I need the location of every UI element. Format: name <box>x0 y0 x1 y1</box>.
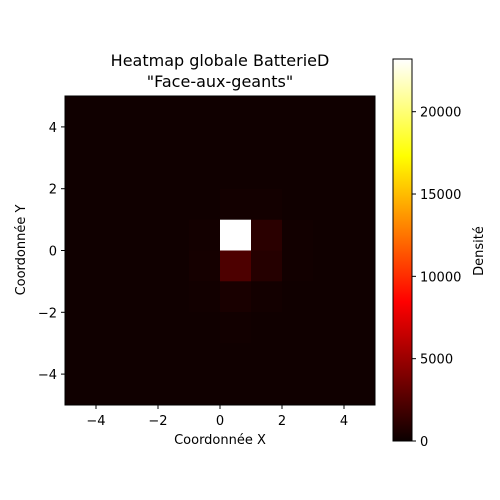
y-tick-label: −4 <box>38 368 57 383</box>
heatmap-cell <box>220 188 251 220</box>
y-axis-ticks: −4 −2 0 2 4 <box>38 121 65 383</box>
chart-title-line-1: Heatmap globale BatterieD <box>111 51 330 70</box>
heatmap-cell <box>220 312 251 344</box>
x-tick-label: 4 <box>340 414 348 429</box>
colorbar-tick-label: 0 <box>420 435 428 450</box>
x-tick-label: 0 <box>216 414 224 429</box>
colorbar-tick-label: 10000 <box>420 270 461 285</box>
heatmap-cell <box>220 250 251 282</box>
heatmap-cell <box>282 250 313 282</box>
x-tick-label: 2 <box>278 414 286 429</box>
colorbar-ticks: 0 5000 10000 15000 20000 <box>412 106 461 450</box>
heatmap-cells <box>189 188 313 344</box>
colorbar-tick-label: 5000 <box>420 353 453 368</box>
colorbar-tick-label: 15000 <box>420 188 461 203</box>
heatmap-cell <box>251 219 282 251</box>
y-axis-label: Coordonnée Y <box>14 205 29 296</box>
heatmap-cell <box>189 281 220 313</box>
heatmap-cell <box>220 219 251 251</box>
chart-title-line-2: "Face-aux-geants" <box>147 72 293 91</box>
heatmap-cell <box>220 281 251 313</box>
heatmap-cell <box>189 250 220 282</box>
y-tick-label: 2 <box>49 183 57 198</box>
heatmap-cell <box>251 250 282 282</box>
x-tick-label: −4 <box>86 414 105 429</box>
y-tick-label: −2 <box>38 306 57 321</box>
x-axis-ticks: −4 −2 0 2 4 <box>86 405 348 429</box>
x-tick-label: −2 <box>148 414 167 429</box>
y-tick-label: 4 <box>49 121 57 136</box>
x-axis-label: Coordonnée X <box>174 433 266 448</box>
colorbar-label: Densité <box>472 226 487 276</box>
colorbar-tick-label: 20000 <box>420 106 461 121</box>
heatmap-cell <box>282 219 313 251</box>
heatmap-cell <box>251 188 282 220</box>
y-tick-label: 0 <box>49 245 57 260</box>
heatmap-cell <box>251 281 282 313</box>
heatmap-cell <box>189 219 220 251</box>
colorbar <box>392 58 413 442</box>
